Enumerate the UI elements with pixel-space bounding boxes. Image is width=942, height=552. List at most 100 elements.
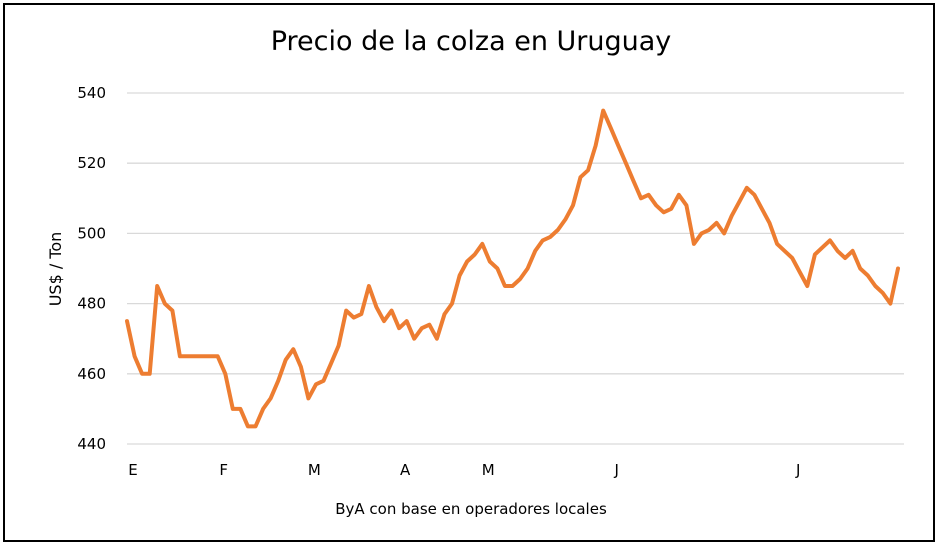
data-point bbox=[663, 212, 664, 213]
data-point bbox=[278, 380, 279, 381]
data-point bbox=[240, 408, 241, 409]
data-point bbox=[867, 275, 868, 276]
data-point bbox=[716, 222, 717, 223]
y-tick-label: 540 bbox=[77, 84, 106, 102]
x-tick-label: F bbox=[219, 461, 228, 479]
data-point bbox=[671, 208, 672, 209]
chart-source-note: ByA con base en operadores locales bbox=[335, 500, 607, 518]
y-axis-ticks: 440 460 480 500 520 540 bbox=[77, 84, 106, 453]
x-tick-label: J bbox=[795, 461, 800, 479]
data-point bbox=[573, 205, 574, 206]
data-point bbox=[845, 258, 846, 259]
y-tick-label: 480 bbox=[77, 295, 106, 313]
data-point bbox=[535, 250, 536, 251]
x-tick-label: M bbox=[482, 461, 495, 479]
data-point bbox=[641, 198, 642, 199]
data-point bbox=[686, 205, 687, 206]
data-point bbox=[293, 349, 294, 350]
data-point bbox=[376, 307, 377, 308]
data-point bbox=[739, 201, 740, 202]
data-point bbox=[709, 229, 710, 230]
data-point bbox=[429, 324, 430, 325]
data-point bbox=[807, 286, 808, 287]
data-point bbox=[882, 293, 883, 294]
data-point bbox=[270, 398, 271, 399]
chart-title: Precio de la colza en Uruguay bbox=[270, 26, 672, 57]
x-tick-label: E bbox=[128, 461, 137, 479]
x-tick-label: A bbox=[400, 461, 411, 479]
data-point bbox=[550, 236, 551, 237]
data-point bbox=[603, 110, 604, 111]
data-point bbox=[444, 314, 445, 315]
gridlines bbox=[127, 92, 904, 445]
data-point bbox=[285, 359, 286, 360]
x-tick-label: M bbox=[308, 461, 321, 479]
data-point bbox=[353, 317, 354, 318]
data-point bbox=[724, 233, 725, 234]
data-point bbox=[172, 310, 173, 311]
data-point bbox=[338, 345, 339, 346]
y-axis-label: US$ / Ton bbox=[46, 232, 65, 307]
data-point bbox=[134, 356, 135, 357]
data-point bbox=[210, 356, 211, 357]
data-point bbox=[368, 286, 369, 287]
data-point bbox=[618, 145, 619, 146]
data-point bbox=[769, 222, 770, 223]
data-point bbox=[520, 279, 521, 280]
data-point bbox=[414, 338, 415, 339]
data-point bbox=[399, 328, 400, 329]
data-point bbox=[784, 250, 785, 251]
data-point bbox=[217, 356, 218, 357]
data-point bbox=[557, 229, 558, 230]
data-point bbox=[247, 426, 248, 427]
series-group bbox=[125, 108, 900, 429]
data-point bbox=[474, 254, 475, 255]
data-point bbox=[263, 408, 264, 409]
data-point bbox=[482, 243, 483, 244]
data-point bbox=[142, 373, 143, 374]
data-point bbox=[232, 408, 233, 409]
data-point bbox=[678, 194, 679, 195]
data-point bbox=[595, 145, 596, 146]
data-point bbox=[701, 233, 702, 234]
data-point bbox=[164, 303, 165, 304]
data-point bbox=[187, 356, 188, 357]
data-point bbox=[459, 275, 460, 276]
data-point bbox=[693, 243, 694, 244]
data-point bbox=[837, 250, 838, 251]
data-point bbox=[384, 321, 385, 322]
data-point bbox=[391, 310, 392, 311]
data-point bbox=[436, 338, 437, 339]
data-point bbox=[497, 268, 498, 269]
data-point bbox=[300, 366, 301, 367]
data-point bbox=[202, 356, 203, 357]
data-point bbox=[633, 180, 634, 181]
data-point bbox=[799, 272, 800, 273]
data-point bbox=[504, 286, 505, 287]
data-point bbox=[157, 286, 158, 287]
data-point bbox=[406, 321, 407, 322]
data-point bbox=[195, 356, 196, 357]
data-point bbox=[361, 314, 362, 315]
y-tick-label: 440 bbox=[77, 435, 106, 453]
data-point bbox=[898, 268, 899, 269]
data-point bbox=[875, 286, 876, 287]
y-tick-label: 460 bbox=[77, 365, 106, 383]
data-point bbox=[255, 426, 256, 427]
data-point bbox=[777, 243, 778, 244]
data-point bbox=[225, 373, 226, 374]
data-point bbox=[610, 128, 611, 129]
data-point bbox=[746, 187, 747, 188]
data-point bbox=[588, 170, 589, 171]
data-point bbox=[580, 177, 581, 178]
data-point bbox=[822, 247, 823, 248]
data-point bbox=[852, 250, 853, 251]
data-point bbox=[761, 208, 762, 209]
data-point bbox=[890, 303, 891, 304]
x-tick-label: J bbox=[614, 461, 619, 479]
data-point bbox=[830, 240, 831, 241]
data-point bbox=[792, 258, 793, 259]
y-tick-label: 520 bbox=[77, 154, 106, 172]
x-axis-ticks: EFMAMJJA bbox=[128, 461, 800, 479]
